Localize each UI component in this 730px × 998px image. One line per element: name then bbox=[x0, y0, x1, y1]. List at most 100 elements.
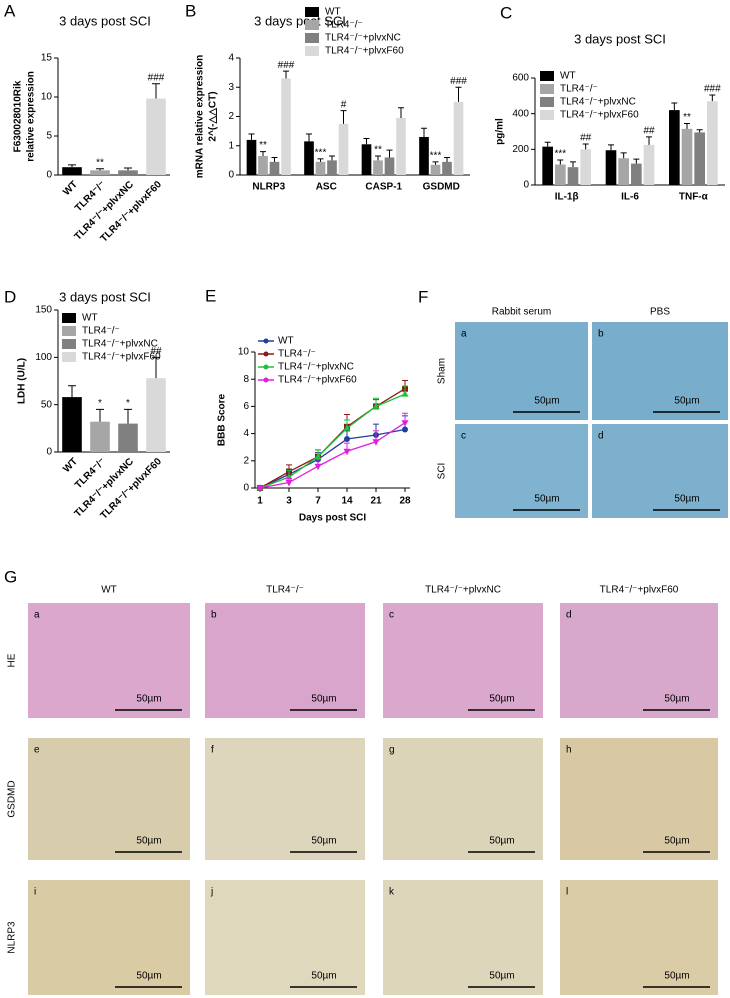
legend-label: TLR4⁻/⁻+plvxF60 bbox=[278, 375, 357, 386]
y-tick-label: 4 bbox=[243, 428, 249, 439]
cell-letter: e bbox=[34, 745, 40, 756]
y-tick-label: 8 bbox=[243, 374, 249, 385]
y-tick-label: 0 bbox=[243, 483, 249, 494]
error-bar bbox=[608, 144, 614, 151]
row-label: NLRP3 bbox=[7, 921, 18, 954]
panel-label: C bbox=[500, 3, 512, 22]
error-bar bbox=[124, 408, 132, 424]
cell-letter: k bbox=[389, 887, 395, 898]
legend-swatch bbox=[305, 46, 319, 56]
y-tick-label: 2 bbox=[243, 455, 249, 466]
y-tick-label: 0 bbox=[46, 170, 52, 181]
bar bbox=[269, 161, 280, 175]
error-bar bbox=[696, 129, 703, 133]
row-label: SCI bbox=[437, 463, 448, 480]
panel-label: G bbox=[4, 567, 17, 586]
scale-label: 50µm bbox=[311, 694, 336, 705]
significance: ## bbox=[643, 125, 655, 136]
bar bbox=[694, 132, 705, 185]
cell-letter: d bbox=[598, 431, 604, 442]
legend-label: TLR4⁻/⁻+plvxF60 bbox=[82, 352, 161, 363]
x-tick-label: 3 bbox=[286, 496, 292, 507]
cell-letter: b bbox=[211, 610, 217, 621]
y-tick-label: 0 bbox=[228, 170, 234, 181]
significance: *** bbox=[430, 150, 442, 161]
panel-label: F bbox=[418, 287, 428, 306]
scale-label: 50µm bbox=[664, 694, 689, 705]
bar bbox=[681, 128, 693, 185]
scale-label: 50µm bbox=[674, 396, 699, 407]
marker bbox=[314, 463, 322, 471]
cell-letter: j bbox=[210, 887, 213, 898]
legend-swatch bbox=[540, 97, 554, 107]
x-tick-label: 14 bbox=[341, 496, 353, 507]
bar bbox=[62, 397, 82, 452]
bar bbox=[442, 161, 452, 175]
micrograph bbox=[455, 322, 588, 420]
legend-label: TLR4⁻/⁻+plvxF60 bbox=[325, 46, 404, 57]
scale-label: 50µm bbox=[489, 971, 514, 982]
significance: ** bbox=[374, 145, 382, 156]
x-tick-label: IL-1β bbox=[555, 192, 579, 203]
micrograph bbox=[28, 880, 190, 995]
micrograph bbox=[592, 322, 728, 420]
y-tick-label: 2 bbox=[228, 111, 234, 122]
micrograph bbox=[383, 880, 543, 995]
x-tick-label: 28 bbox=[399, 496, 411, 507]
legend-label: TLR4⁻/⁻ bbox=[325, 20, 363, 31]
bar bbox=[327, 160, 337, 175]
scale-label: 50µm bbox=[534, 396, 559, 407]
column-header: TLR4⁻/⁻+plvxF60 bbox=[600, 585, 679, 596]
error-bar bbox=[582, 143, 589, 150]
chart-title: 3 days post SCI bbox=[254, 13, 346, 28]
bar bbox=[419, 136, 429, 175]
scale-label: 50µm bbox=[674, 494, 699, 505]
error-bar bbox=[557, 159, 564, 165]
column-header: WT bbox=[101, 585, 117, 596]
legend-swatch bbox=[540, 110, 554, 120]
significance: * bbox=[98, 398, 102, 409]
bar bbox=[396, 117, 406, 175]
legend-swatch bbox=[62, 313, 76, 323]
y-axis-label: 2^(-△△CT) bbox=[208, 91, 219, 141]
row-label: Sham bbox=[437, 358, 448, 384]
bar bbox=[62, 167, 82, 175]
micrograph bbox=[205, 738, 365, 860]
y-tick-label: 5 bbox=[46, 131, 52, 142]
x-tick-label: GSDMD bbox=[423, 182, 460, 193]
y-axis-label: LDH (U/L) bbox=[17, 358, 28, 404]
marker bbox=[401, 390, 409, 397]
bar bbox=[246, 139, 257, 175]
column-header: Rabbit serum bbox=[492, 307, 551, 318]
y-tick-label: 10 bbox=[238, 347, 250, 358]
bar bbox=[304, 141, 314, 175]
legend-marker bbox=[263, 377, 269, 383]
bar bbox=[669, 110, 680, 185]
error-bar bbox=[68, 164, 76, 168]
y-tick-label: 400 bbox=[512, 108, 529, 119]
error-bar bbox=[444, 156, 450, 162]
marker bbox=[344, 436, 350, 443]
y-tick-label: 600 bbox=[512, 73, 529, 84]
bar bbox=[618, 158, 629, 185]
y-tick-label: 200 bbox=[512, 144, 529, 155]
row-label: HE bbox=[7, 653, 18, 667]
micrograph bbox=[28, 603, 190, 718]
cell-letter: b bbox=[598, 329, 604, 340]
marker bbox=[343, 424, 351, 431]
legend-label: TLR4⁻/⁻+plvxNC bbox=[278, 362, 354, 373]
error-bar bbox=[271, 156, 278, 162]
legend-label: WT bbox=[560, 71, 576, 82]
error-bar bbox=[96, 408, 104, 422]
scale-label: 50µm bbox=[534, 494, 559, 505]
y-tick-label: 0 bbox=[46, 447, 52, 458]
significance: ** bbox=[96, 157, 104, 168]
legend-label: TLR4⁻/⁻+plvxNC bbox=[82, 339, 158, 350]
x-tick-label: 21 bbox=[370, 496, 382, 507]
cell-letter: f bbox=[211, 745, 214, 756]
marker bbox=[285, 480, 293, 487]
micrograph bbox=[205, 880, 365, 995]
significance: ### bbox=[450, 76, 467, 87]
legend-marker bbox=[263, 338, 269, 344]
significance: ## bbox=[150, 346, 162, 357]
